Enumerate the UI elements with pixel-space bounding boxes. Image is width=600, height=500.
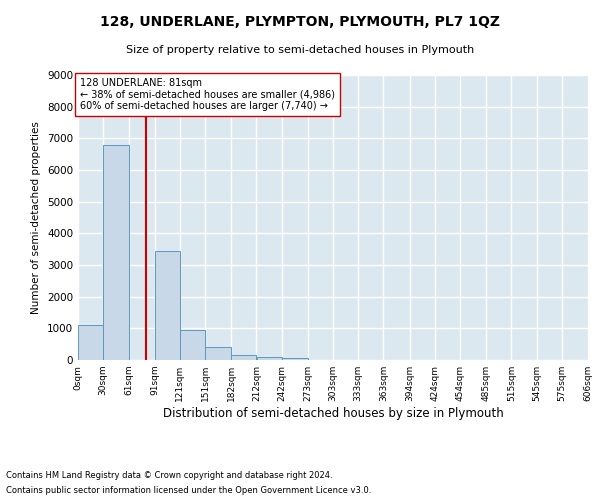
Bar <box>78 325 103 360</box>
Text: Contains HM Land Registry data © Crown copyright and database right 2024.: Contains HM Land Registry data © Crown c… <box>6 471 332 480</box>
Bar <box>282 358 308 360</box>
Bar <box>155 251 180 360</box>
Text: 128 UNDERLANE: 81sqm
← 38% of semi-detached houses are smaller (4,986)
60% of se: 128 UNDERLANE: 81sqm ← 38% of semi-detac… <box>80 78 335 112</box>
Text: 128, UNDERLANE, PLYMPTON, PLYMOUTH, PL7 1QZ: 128, UNDERLANE, PLYMPTON, PLYMOUTH, PL7 … <box>100 15 500 29</box>
X-axis label: Distribution of semi-detached houses by size in Plymouth: Distribution of semi-detached houses by … <box>163 407 503 420</box>
Bar <box>231 355 256 360</box>
Bar <box>180 330 205 360</box>
Text: Contains public sector information licensed under the Open Government Licence v3: Contains public sector information licen… <box>6 486 371 495</box>
Text: Size of property relative to semi-detached houses in Plymouth: Size of property relative to semi-detach… <box>126 45 474 55</box>
Bar <box>257 357 281 360</box>
Y-axis label: Number of semi-detached properties: Number of semi-detached properties <box>31 121 41 314</box>
Bar <box>205 348 231 360</box>
Bar <box>103 144 129 360</box>
